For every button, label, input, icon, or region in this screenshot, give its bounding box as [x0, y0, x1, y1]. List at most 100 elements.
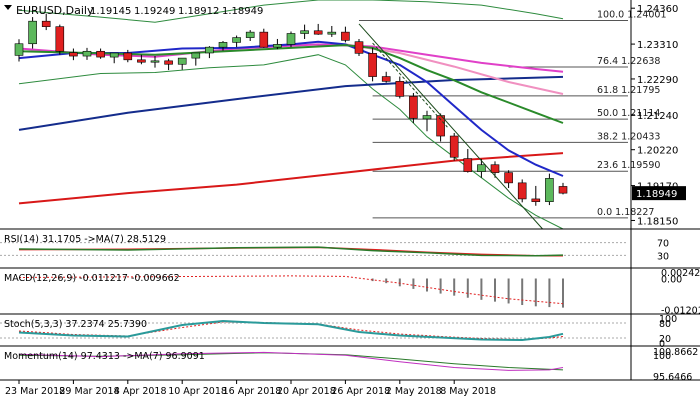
fib-level-label: 0.0 1.18227	[597, 207, 654, 218]
fib-level-label: 76.4 1.22638	[597, 56, 660, 67]
time-tick-label: 20 Apr 2018	[277, 386, 336, 397]
bearish-candle	[381, 76, 391, 82]
bullish-candle	[327, 31, 337, 35]
bearish-candle	[558, 186, 568, 194]
momentum-tick-label: 100	[653, 351, 671, 362]
bullish-candle	[177, 57, 187, 65]
bullish-candle	[286, 33, 296, 45]
time-tick-label: 10 Apr 2018	[168, 386, 227, 397]
current-price-label: 1.18949	[636, 189, 677, 200]
time-tick-label: 2 May 2018	[386, 386, 442, 397]
trend-line	[358, 23, 543, 230]
price-tick-label: 1.24360	[637, 4, 678, 15]
time-tick-label: 26 Apr 2018	[331, 386, 390, 397]
bearish-candle	[137, 59, 146, 63]
stoch-k-line	[18, 319, 564, 342]
macd-signal-line	[18, 275, 564, 305]
time-tick-label: 4 Apr 2018	[114, 386, 167, 397]
stoch-tick-label: 80	[659, 319, 671, 330]
bearish-candle	[41, 20, 51, 27]
bearish-candle	[55, 26, 65, 52]
candlesticks	[14, 13, 568, 206]
rsi-level-label: 30	[657, 251, 669, 262]
bullish-candle	[218, 42, 228, 48]
rsi-label: RSI(14) 31.1705 ->MA(7) 28.5129	[4, 234, 166, 245]
ma-lightpink-line	[345, 43, 564, 95]
ohlc-value: 1.19145	[90, 6, 131, 17]
bearish-candle	[517, 182, 527, 200]
time-tick-label: 16 Apr 2018	[223, 386, 282, 397]
bullish-candle	[245, 31, 255, 38]
fib-level-label: 61.8 1.21795	[597, 85, 660, 96]
bearish-candle	[341, 31, 350, 41]
bearish-candle	[504, 172, 513, 184]
bullish-candle	[422, 115, 432, 120]
bollinger-upper	[18, 0, 564, 23]
momentum-line	[18, 351, 564, 371]
bullish-candle	[273, 44, 282, 48]
bearish-candle	[368, 53, 377, 77]
main-price-panel: 100.0 1.24001 76.4 1.22638 61.8 1.21795 50.…	[0, 0, 700, 380]
bearish-candle	[409, 96, 418, 119]
collapse-arrow-icon	[4, 5, 12, 10]
momentum-tick-label: 100.8662	[653, 347, 698, 358]
chart-title: EURUSD,Daily	[16, 4, 94, 17]
bearish-candle	[164, 60, 173, 65]
bullish-candle	[150, 60, 160, 63]
bearish-candle	[69, 52, 78, 57]
bullish-candle	[82, 50, 92, 57]
momentum-label: Momentum(14) 97.4313 ->MA(7) 96.9091	[4, 351, 205, 362]
trend-lines	[358, 23, 543, 230]
bullish-candle	[28, 20, 37, 45]
current-price-box	[632, 186, 686, 201]
bearish-candle	[490, 164, 500, 173]
bearish-candle	[354, 41, 364, 54]
bullish-candle	[109, 52, 119, 58]
stoch-tick-label: 0	[659, 339, 665, 350]
rsi-line	[18, 246, 564, 257]
time-tick-label: 29 Mar 2018	[59, 386, 119, 397]
bearish-candle	[96, 50, 105, 58]
stoch-d-line	[18, 321, 564, 341]
bearish-candle	[395, 81, 405, 97]
time-tick-label: 8 May 2018	[440, 386, 496, 397]
rsi-level-label: 70	[657, 239, 669, 250]
ohlc-value: 1.19249	[134, 6, 175, 17]
macd-tick-label: -0.012019	[661, 306, 700, 317]
momentum-tick-label: 95.6466	[653, 372, 692, 383]
stoch-tick-label: 20	[659, 334, 671, 345]
fib-level-label: 23.6 1.19590	[597, 160, 660, 171]
bearish-candle	[123, 52, 133, 61]
bullish-candle	[205, 46, 214, 54]
bearish-candle	[531, 198, 541, 202]
ohlc-value: 1.18912	[178, 6, 219, 17]
bullish-candle	[300, 30, 309, 34]
ohlc-header: 1.19145 1.19249 1.18912 1.18949	[4, 5, 263, 17]
macd-label: MACD(12,26,9) -0.011217 -0.009662	[4, 273, 180, 284]
fibonacci-levels: 100.0 1.24001 76.4 1.22638 61.8 1.21795 50.…	[359, 9, 667, 219]
bollinger-lower	[18, 54, 564, 230]
price-tick-label: 1.20220	[637, 146, 678, 157]
fib-level-label: 38.2 1.20433	[597, 131, 660, 142]
stoch-tick-label: 100	[659, 314, 677, 325]
time-tick-label: 23 Mar 2018	[5, 386, 65, 397]
macd-tick-label: 0.00242	[661, 268, 700, 279]
price-tick-label: 1.22290	[637, 75, 678, 86]
trend-line-dashed	[372, 42, 448, 128]
bullish-candle	[232, 37, 241, 43]
price-tick-label: 1.18150	[637, 216, 678, 227]
bullish-candle	[14, 43, 24, 56]
bullish-candle	[191, 52, 201, 59]
bullish-candle	[545, 178, 554, 202]
stoch-label: Stoch(5,3,3) 37.2374 25.7390	[4, 319, 147, 330]
bullish-candle	[477, 164, 486, 172]
fib-level-label: 100.0 1.24001	[597, 9, 667, 20]
price-tick-label: 1.23310	[637, 40, 678, 51]
bollinger-bands	[18, 0, 564, 230]
ma-navy-line	[18, 75, 564, 131]
ma-green-line	[18, 44, 564, 124]
bearish-candle	[449, 135, 459, 158]
bearish-candle	[463, 158, 473, 172]
